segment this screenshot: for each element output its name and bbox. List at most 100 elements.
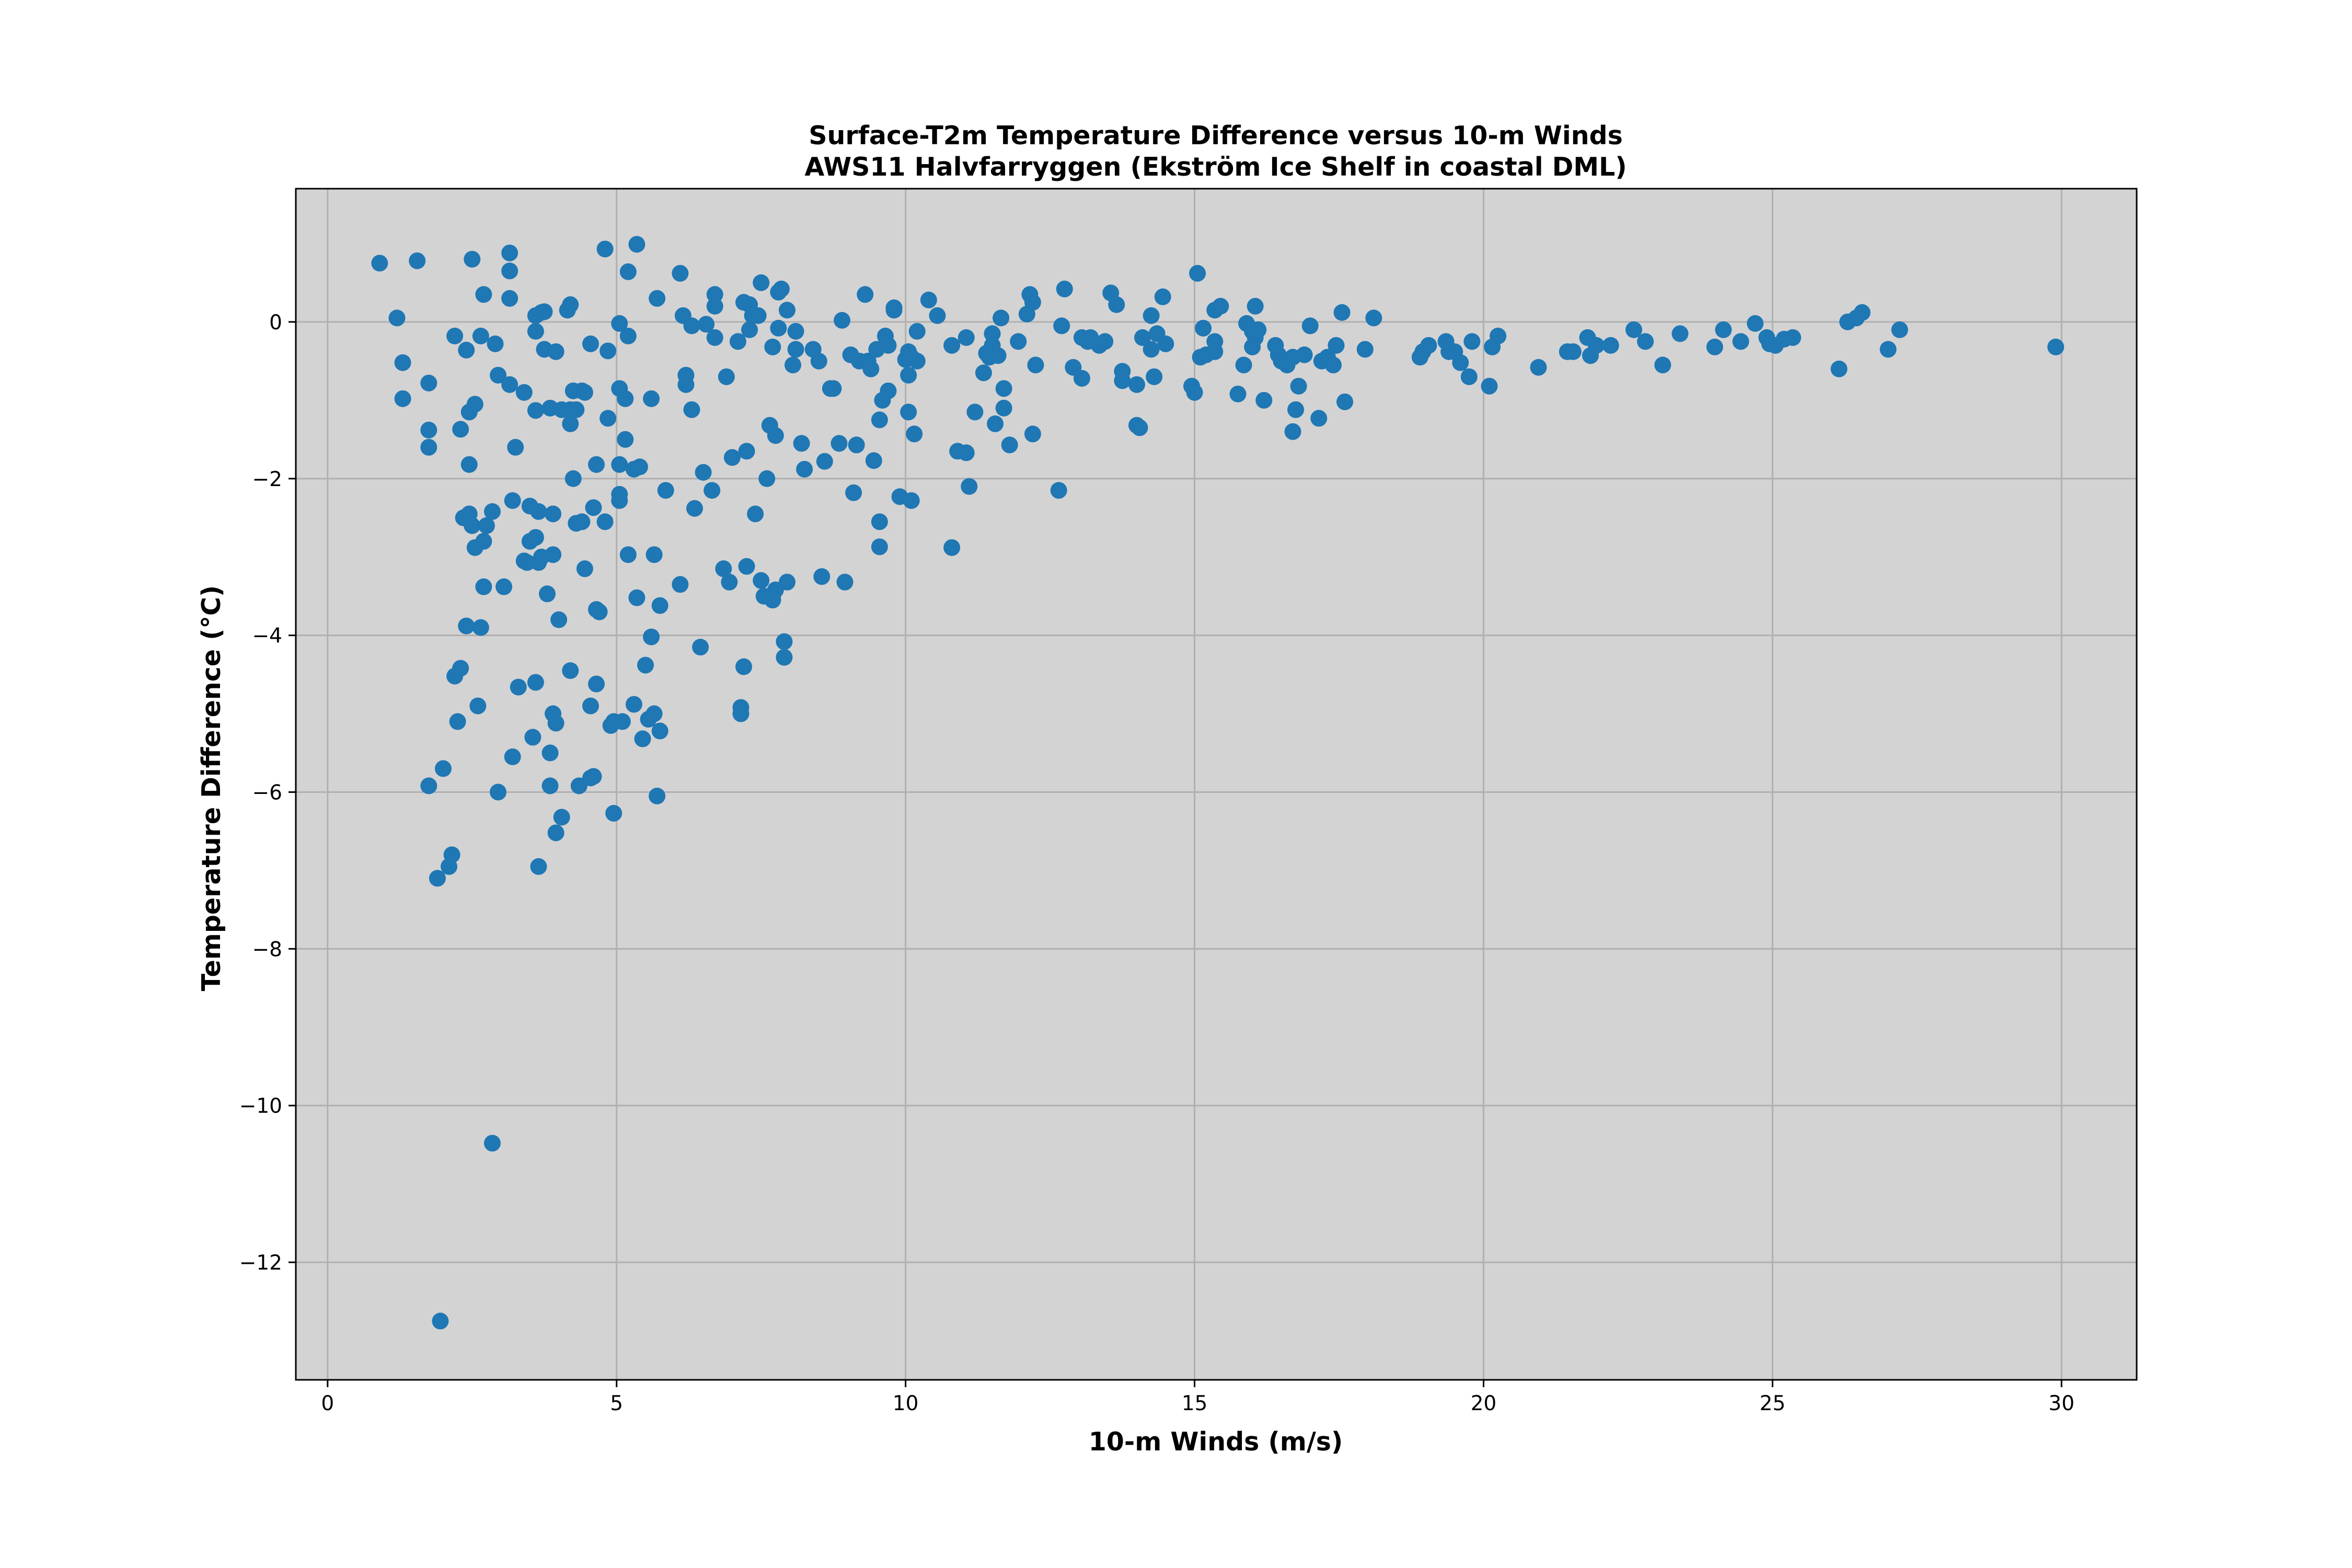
data-point (943, 337, 961, 354)
data-point (764, 338, 781, 355)
data-point (1027, 356, 1044, 374)
data-point (1328, 337, 1345, 354)
data-point (617, 390, 634, 407)
data-point (706, 286, 723, 303)
data-point (504, 748, 521, 766)
x-axis-label: 10-m Winds (m/s) (1089, 1427, 1343, 1457)
data-point (958, 444, 975, 462)
data-point (619, 546, 637, 563)
data-point (1784, 329, 1802, 346)
data-point (576, 560, 593, 578)
data-point (388, 309, 406, 327)
data-point (672, 264, 689, 282)
data-point (588, 456, 605, 473)
data-point (958, 329, 975, 346)
data-point (550, 611, 568, 628)
data-point (1056, 280, 1073, 297)
data-point (1157, 335, 1174, 352)
data-point (545, 546, 562, 563)
data-point (906, 425, 923, 443)
data-point (464, 250, 481, 268)
data-point (900, 403, 917, 421)
data-point (541, 744, 559, 762)
y-axis-label: Temperature Difference (°C) (197, 585, 226, 991)
data-point (721, 573, 738, 591)
data-point (747, 505, 764, 523)
data-point (1097, 333, 1114, 350)
data-point (541, 777, 559, 794)
data-point (472, 619, 489, 636)
data-point (1490, 327, 1507, 344)
data-point (750, 307, 767, 324)
data-point (825, 380, 842, 397)
data-point (527, 322, 544, 340)
data-point (995, 399, 1012, 417)
data-point (651, 722, 668, 740)
data-point (908, 352, 926, 370)
data-point (420, 777, 437, 794)
data-point (880, 382, 897, 399)
data-point (617, 431, 634, 448)
data-point (562, 415, 579, 432)
data-point (813, 568, 831, 585)
data-point (1010, 333, 1027, 350)
data-point (475, 578, 492, 595)
data-point (920, 291, 937, 308)
x-axis-ticks: 0 5 10 15 20 25 30 (321, 1380, 2074, 1415)
x-tick-label: 5 (610, 1392, 623, 1415)
y-tick-label: 0 (269, 311, 282, 335)
data-point (507, 439, 524, 456)
data-point (683, 401, 700, 418)
data-point (831, 435, 848, 452)
data-point (729, 333, 746, 350)
data-point (975, 364, 992, 382)
data-point (738, 443, 755, 460)
data-point (1114, 363, 1131, 380)
data-point (458, 617, 475, 635)
data-point (1296, 346, 1313, 363)
data-point (767, 427, 784, 444)
data-point (776, 649, 793, 666)
data-point (773, 280, 790, 297)
data-point (943, 539, 961, 556)
data-point (446, 327, 464, 344)
data-point (573, 513, 591, 531)
data-point (409, 252, 426, 269)
data-point (1336, 393, 1354, 410)
data-point (490, 783, 507, 801)
data-point (1073, 370, 1090, 387)
data-point (371, 255, 388, 272)
data-point (596, 240, 614, 258)
x-tick-label: 15 (1182, 1392, 1208, 1415)
data-point (677, 366, 695, 384)
data-point (582, 697, 599, 714)
data-point (536, 303, 553, 320)
data-point (527, 402, 544, 419)
data-point (1186, 384, 1203, 401)
data-point (596, 513, 614, 531)
data-point (1564, 343, 1582, 360)
data-point (1715, 321, 1732, 338)
data-point (637, 656, 654, 674)
data-point (452, 660, 469, 677)
data-point (787, 341, 804, 358)
data-point (515, 384, 533, 401)
data-point (452, 421, 469, 438)
data-point (871, 411, 888, 429)
data-point (631, 458, 648, 476)
data-point (715, 560, 732, 578)
data-point (1481, 377, 1498, 395)
data-point (645, 546, 663, 563)
data-point (871, 513, 888, 531)
data-point (518, 554, 536, 571)
data-point (857, 286, 874, 303)
data-point (706, 329, 723, 346)
data-point (929, 307, 946, 324)
chart-subtitle: AWS11 Halvfarryggen (Ekström Ice Shelf i… (804, 152, 1627, 182)
data-point (458, 341, 475, 359)
y-tick-label: −8 (252, 938, 283, 961)
data-point (793, 435, 810, 452)
data-point (862, 360, 880, 377)
data-point (1143, 341, 1160, 358)
data-point (1128, 376, 1145, 393)
